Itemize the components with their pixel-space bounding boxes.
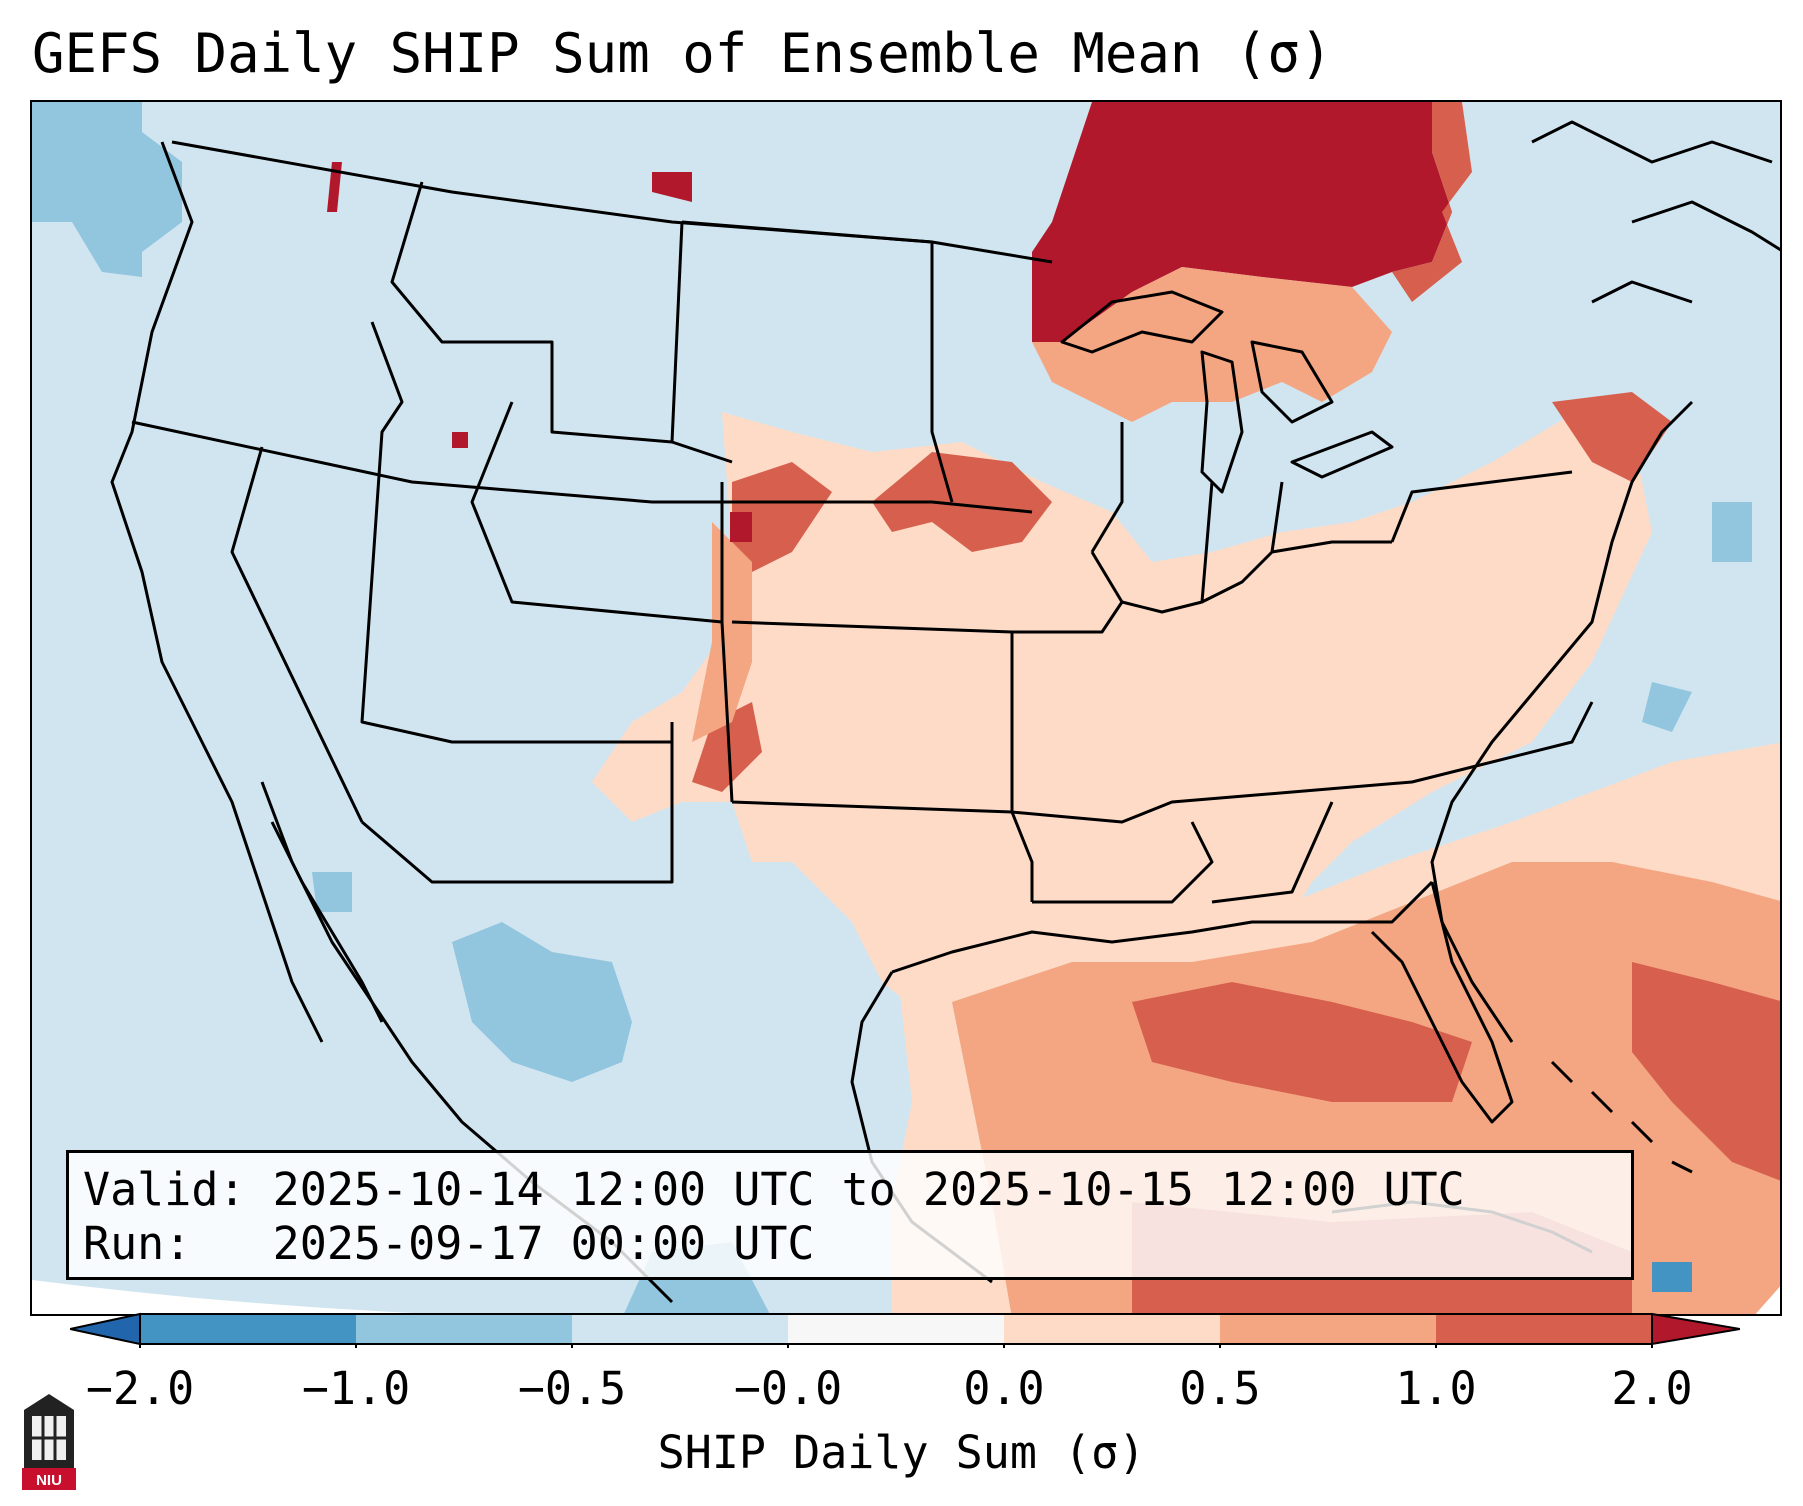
- lake-superior: [1060, 290, 1224, 354]
- outside-domain: [32, 1280, 438, 1314]
- strong-positive-region: [1032, 102, 1452, 342]
- niu-logo-text: NIU: [36, 1472, 62, 1489]
- colorbar-bin-5: [1004, 1314, 1220, 1344]
- strong-positive-spot-utah: [452, 432, 468, 448]
- ship-field-map: [32, 102, 1780, 1314]
- strong-positive-spot: [730, 512, 752, 542]
- niu-logo: NIU: [22, 1394, 76, 1490]
- valid-value: 2025-10-14 12:00 UTC to 2025-10-15 12:00…: [272, 1163, 1465, 1216]
- map-title: GEFS Daily SHIP Sum of Ensemble Mean (σ): [32, 22, 1333, 85]
- slight-positive-region-great-lakes: [1032, 267, 1392, 422]
- colorbar-tick-label: 2.0: [1611, 1362, 1693, 1415]
- florida: [1370, 881, 1514, 1124]
- east-coast: [1430, 400, 1694, 1043]
- colorbar-bin-7: [1436, 1314, 1652, 1344]
- gulf-coast: [891, 880, 1434, 974]
- positive-region-ontario: [1392, 102, 1472, 302]
- colorbar-tick-label: −0.0: [733, 1362, 843, 1415]
- valid-run-info-box: Valid: 2025-10-14 12:00 UTC to 2025-10-1…: [66, 1150, 1634, 1280]
- negative-region-baja: [312, 872, 352, 912]
- islands: [1550, 1060, 1693, 1174]
- colorbar-label: SHIP Daily Sum (σ): [657, 1426, 1146, 1479]
- strong-positive-spot-montana: [652, 172, 692, 202]
- canada-northeast: [1531, 120, 1780, 304]
- lake-huron: [1250, 340, 1334, 424]
- colorbar-tick-label: −0.5: [517, 1362, 627, 1415]
- slight-positive-region-plains: [592, 402, 1652, 1022]
- colorbar-extend-low: [70, 1312, 141, 1346]
- negative-region-atlantic: [1712, 502, 1752, 562]
- positive-region-nebraska: [732, 462, 832, 572]
- colorbar-extend-high: [1651, 1312, 1740, 1346]
- colorbar-bin-4: [788, 1314, 1004, 1344]
- positive-region-front-range: [692, 702, 762, 792]
- colorbar-outline: [139, 1313, 1653, 1345]
- valid-label: Valid:: [83, 1163, 246, 1216]
- baja: [270, 821, 384, 1023]
- us-canada-border: [171, 140, 1053, 264]
- run-value: 2025-09-17 00:00 UTC: [272, 1217, 815, 1270]
- negative-strong-spot-haiti: [1652, 1262, 1692, 1292]
- outside-domain-right: [1755, 1286, 1780, 1314]
- colorbar-ticks: [139, 1344, 1653, 1348]
- positive-region-iowa: [872, 452, 1052, 552]
- colorbar-bin-1: [140, 1314, 356, 1344]
- colorbar-tick-label: −1.0: [301, 1362, 411, 1415]
- run-label: Run:: [83, 1217, 192, 1270]
- negative-region-atlantic-2: [1642, 682, 1692, 732]
- negative-region-mexico: [452, 922, 632, 1082]
- lake-erie: [1290, 430, 1394, 479]
- colorbar-tick-label: −2.0: [85, 1362, 195, 1415]
- colorbar-bin-3: [572, 1314, 788, 1344]
- colorbar-tick-label: 1.0: [1395, 1362, 1477, 1415]
- colorbar-bin-6: [1220, 1314, 1436, 1344]
- state-lines: [131, 181, 1594, 904]
- colorbar: [70, 1312, 1740, 1348]
- strong-positive-spot-idaho: [327, 162, 342, 212]
- colorbar-bin-2: [356, 1314, 572, 1344]
- colorbar-tick-label: 0.0: [963, 1362, 1045, 1415]
- colorbar-tick-label: 0.5: [1179, 1362, 1261, 1415]
- map-panel[interactable]: [30, 100, 1782, 1316]
- west-coast: [110, 141, 324, 1043]
- positive-region-caribbean: [1632, 962, 1780, 1181]
- positive-region-northeast: [1552, 392, 1672, 482]
- negative-region: [32, 102, 182, 277]
- lake-michigan: [1200, 350, 1244, 494]
- positive-region-gulf: [1132, 982, 1472, 1102]
